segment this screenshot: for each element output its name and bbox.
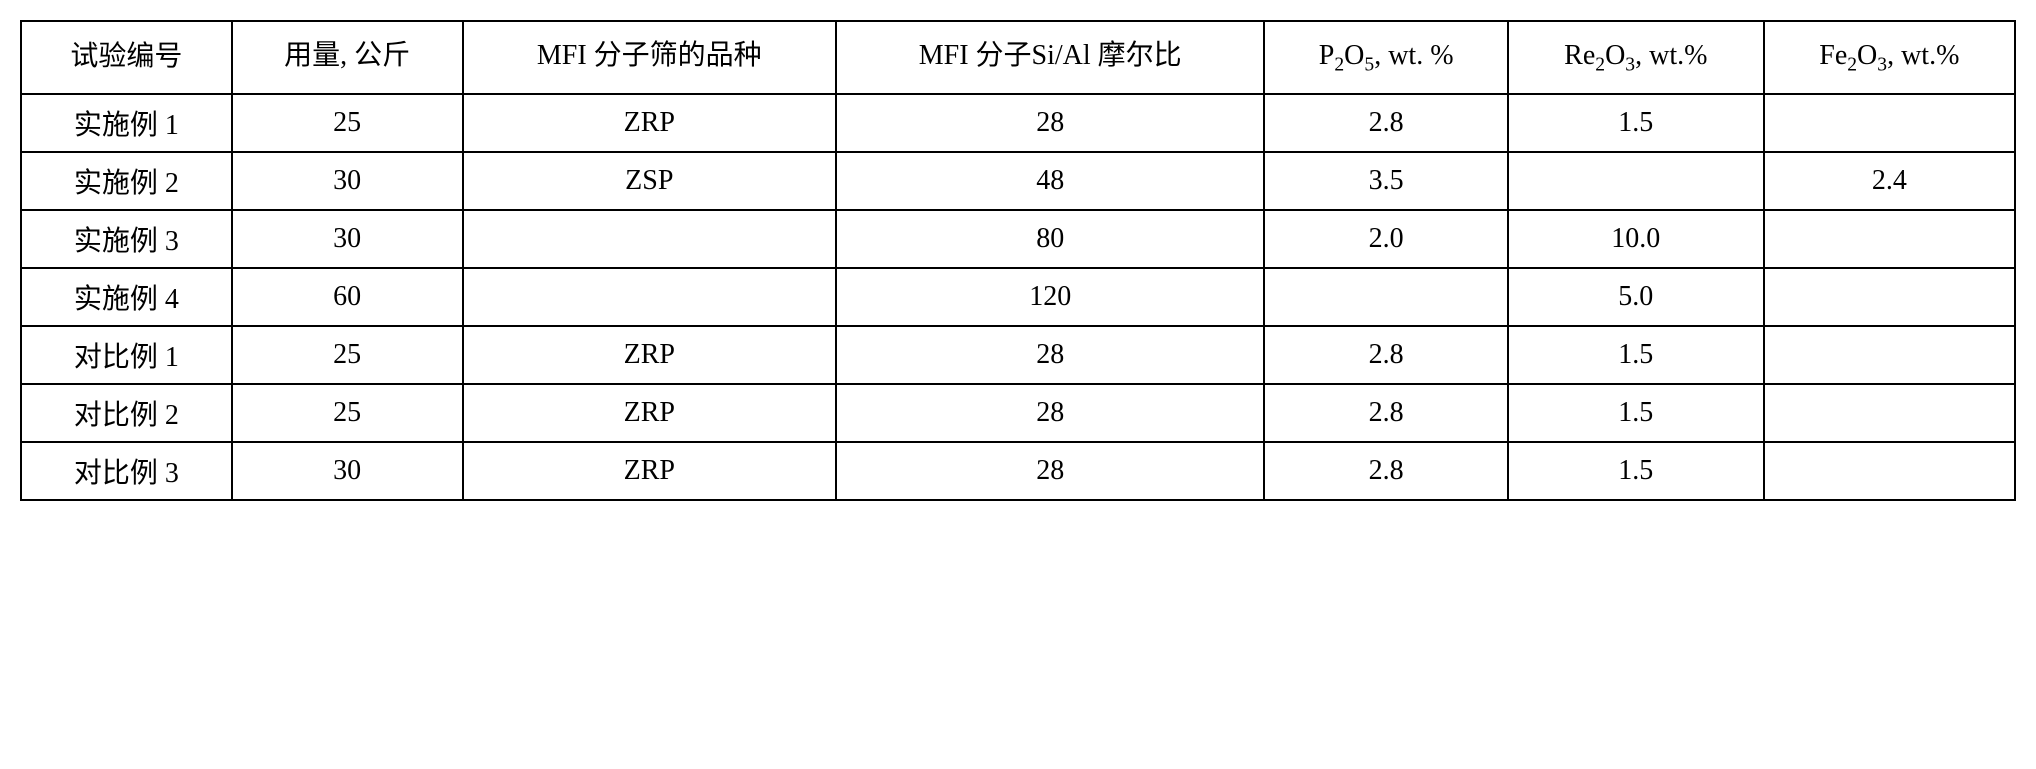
cell-re2o3: [1508, 152, 1764, 210]
cell-label: 对比例 2: [21, 384, 232, 442]
cell-p2o5: 2.8: [1264, 326, 1507, 384]
table-row: 对比例 1 25 ZRP 28 2.8 1.5: [21, 326, 2015, 384]
cell-label: 对比例 3: [21, 442, 232, 500]
col-header-amount: 用量, 公斤: [232, 21, 463, 94]
cell-fe2o3: 2.4: [1764, 152, 2015, 210]
cell-mfi-type: ZSP: [463, 152, 836, 210]
cell-amount: 30: [232, 210, 463, 268]
col-header-label: 试验编号: [70, 41, 182, 72]
cell-amount: 30: [232, 442, 463, 500]
header-row: 试验编号 用量, 公斤 MFI 分子筛的品种 MFI 分子Si/Al 摩尔比 P…: [21, 21, 2015, 94]
cell-amount: 25: [232, 384, 463, 442]
cell-p2o5: 2.8: [1264, 384, 1507, 442]
cell-fe2o3: [1764, 442, 2015, 500]
table-row: 实施例 1 25 ZRP 28 2.8 1.5: [21, 94, 2015, 152]
cell-fe2o3: [1764, 94, 2015, 152]
cell-fe2o3: [1764, 326, 2015, 384]
col-header-label: MFI 分子Si/Al 摩尔比: [919, 40, 1182, 71]
cell-si-al-ratio: 28: [836, 384, 1264, 442]
cell-mfi-type: [463, 268, 836, 326]
cell-mfi-type: ZRP: [463, 326, 836, 384]
cell-fe2o3: [1764, 268, 2015, 326]
cell-label: 实施例 3: [21, 210, 232, 268]
cell-label: 对比例 1: [21, 326, 232, 384]
cell-si-al-ratio: 120: [836, 268, 1264, 326]
table-row: 实施例 2 30 ZSP 48 3.5 2.4: [21, 152, 2015, 210]
col-header-mfi-type: MFI 分子筛的品种: [463, 21, 836, 94]
data-table-container: 试验编号 用量, 公斤 MFI 分子筛的品种 MFI 分子Si/Al 摩尔比 P…: [20, 20, 2016, 501]
cell-fe2o3: [1764, 384, 2015, 442]
cell-si-al-ratio: 28: [836, 94, 1264, 152]
table-row: 对比例 3 30 ZRP 28 2.8 1.5: [21, 442, 2015, 500]
cell-si-al-ratio: 28: [836, 326, 1264, 384]
cell-amount: 30: [232, 152, 463, 210]
cell-label: 实施例 2: [21, 152, 232, 210]
cell-si-al-ratio: 48: [836, 152, 1264, 210]
cell-si-al-ratio: 80: [836, 210, 1264, 268]
cell-p2o5: 2.8: [1264, 94, 1507, 152]
table-row: 对比例 2 25 ZRP 28 2.8 1.5: [21, 384, 2015, 442]
cell-label: 实施例 1: [21, 94, 232, 152]
cell-mfi-type: ZRP: [463, 442, 836, 500]
table-header: 试验编号 用量, 公斤 MFI 分子筛的品种 MFI 分子Si/Al 摩尔比 P…: [21, 21, 2015, 94]
cell-p2o5: 2.0: [1264, 210, 1507, 268]
cell-mfi-type: ZRP: [463, 94, 836, 152]
cell-si-al-ratio: 28: [836, 442, 1264, 500]
table-row: 实施例 4 60 120 5.0: [21, 268, 2015, 326]
table-row: 实施例 3 30 80 2.0 10.0: [21, 210, 2015, 268]
col-header-re2o3: Re2O3, wt.%: [1508, 21, 1764, 94]
cell-p2o5: 3.5: [1264, 152, 1507, 210]
cell-mfi-type: ZRP: [463, 384, 836, 442]
cell-label: 实施例 4: [21, 268, 232, 326]
cell-p2o5: [1264, 268, 1507, 326]
cell-p2o5: 2.8: [1264, 442, 1507, 500]
cell-re2o3: 10.0: [1508, 210, 1764, 268]
col-header-label: 用量, 公斤: [284, 40, 410, 71]
cell-mfi-type: [463, 210, 836, 268]
cell-re2o3: 1.5: [1508, 442, 1764, 500]
cell-fe2o3: [1764, 210, 2015, 268]
col-header-test-id: 试验编号: [21, 21, 232, 94]
cell-re2o3: 5.0: [1508, 268, 1764, 326]
cell-re2o3: 1.5: [1508, 94, 1764, 152]
table-body: 实施例 1 25 ZRP 28 2.8 1.5 实施例 2 30 ZSP 48 …: [21, 94, 2015, 500]
col-header-si-al-ratio: MFI 分子Si/Al 摩尔比: [836, 21, 1264, 94]
cell-amount: 25: [232, 94, 463, 152]
col-header-label: MFI 分子筛的品种: [537, 40, 762, 71]
col-header-p2o5: P2O5, wt. %: [1264, 21, 1507, 94]
cell-re2o3: 1.5: [1508, 326, 1764, 384]
data-table: 试验编号 用量, 公斤 MFI 分子筛的品种 MFI 分子Si/Al 摩尔比 P…: [20, 20, 2016, 501]
cell-amount: 60: [232, 268, 463, 326]
cell-re2o3: 1.5: [1508, 384, 1764, 442]
col-header-fe2o3: Fe2O3, wt.%: [1764, 21, 2015, 94]
cell-amount: 25: [232, 326, 463, 384]
